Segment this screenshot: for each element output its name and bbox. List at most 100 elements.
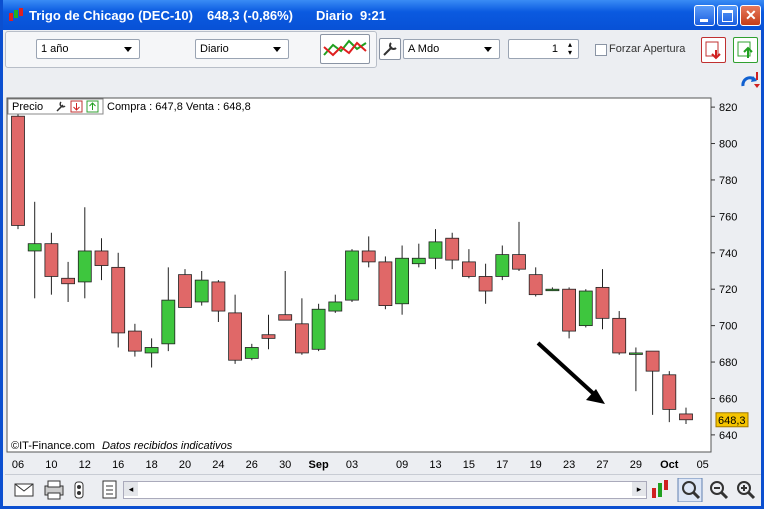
window-quote: 648,3 (-0,86%) [207,8,293,23]
x-tick-label: 24 [212,459,224,471]
x-tick-label: 12 [79,459,91,471]
panel-name: Precio [12,101,43,113]
candle-body [395,257,410,305]
candle-body [512,254,526,270]
x-tick-label: 30 [279,459,291,471]
y-tick-label: 800 [719,139,737,151]
settings-button[interactable] [379,38,401,60]
candle-body [311,308,326,350]
x-tick-label: 18 [145,459,157,471]
candle-body [294,323,309,354]
candle-body [44,243,59,277]
candle-body [211,281,226,312]
x-tick-label: 05 [697,459,709,471]
candle-body [378,261,393,306]
y-tick-label: 660 [719,393,737,405]
force-open-checkbox[interactable] [595,44,607,56]
candle-body [94,250,109,266]
import-button[interactable] [733,37,758,63]
indicator-button[interactable] [320,34,370,64]
y-tick-label: 780 [719,175,737,187]
x-tick-label: 19 [530,459,542,471]
x-tick-label: 23 [563,459,575,471]
y-tick-label: 640 [719,430,737,442]
x-tick-label: 17 [496,459,508,471]
window-title: Trigo de Chicago (DEC-10) [29,8,193,23]
y-tick-label: 680 [719,357,737,369]
x-tick-label: 09 [396,459,408,471]
panel-tools[interactable] [56,100,99,113]
x-tick-label: 15 [463,459,475,471]
candle-body [461,261,476,277]
candle-body [528,274,543,296]
candle-body [495,254,510,277]
candle-body [128,330,142,352]
candle-body [578,290,593,327]
minimize-button[interactable] [694,5,715,26]
candle-body [328,301,343,312]
close-button[interactable]: ✕ [740,5,761,26]
range-value: 1 año [41,43,69,55]
x-tick-label: 26 [246,459,258,471]
y-tick-label: 820 [719,102,737,114]
candle-body [545,288,560,292]
candle-body [27,243,42,252]
bottom-tools[interactable] [13,479,123,501]
candle-body [228,312,243,361]
candle-body [629,352,643,355]
x-tick-label: 29 [630,459,642,471]
export-button[interactable] [701,37,726,63]
candle-body [445,237,460,261]
zoom-tools[interactable] [650,478,758,502]
candle-body [428,241,443,259]
x-tick-label: 20 [179,459,191,471]
candle-body [612,317,627,354]
candle-body [194,279,209,303]
x-tick-label: Oct [660,459,679,471]
candle-body [11,115,25,226]
x-tick-label: Sep [309,459,329,471]
candle-body [679,413,693,421]
range-select[interactable]: 1 año [36,39,140,59]
mode-select[interactable]: A Mdo [403,39,500,59]
last-price-box [715,412,749,428]
price-chart: Precio Compra : 647,8 Venta : 648,8 ©IT-… [6,97,749,471]
candle-body [478,276,493,292]
x-tick-label: 27 [596,459,608,471]
force-open-label: Forzar Apertura [609,43,686,55]
candle-body [662,374,677,410]
last-price-label: 648,3 [718,415,746,427]
x-tick-label: 03 [346,459,358,471]
bottom-toolbar: ◂ ▸ [5,474,761,505]
candle-body [562,288,576,332]
candle-body [411,257,426,265]
bid-ask: Compra : 647,8 Venta : 648,8 [107,101,251,113]
app-icon [9,8,23,21]
refresh-icon[interactable] [740,70,762,94]
maximize-button[interactable] [717,5,738,26]
count-value: 1 [551,43,558,55]
candle-body [361,250,376,263]
x-tick-label: 16 [112,459,124,471]
x-tick-label: 10 [45,459,57,471]
window-time: 9:21 [360,8,387,23]
scrollbar[interactable]: ◂ ▸ [123,481,647,499]
candle-body [645,350,660,372]
mode-value: A Mdo [408,43,440,55]
trend-arrow [536,341,605,404]
candle-body [161,299,176,345]
candle-body [144,347,159,354]
x-tick-label: 06 [12,459,24,471]
y-tick-label: 700 [719,321,737,333]
y-tick-label: 760 [719,211,737,223]
count-spinner[interactable]: 1 ▴ ▾ [508,39,579,59]
candle-body [244,347,259,359]
candle-body [111,266,126,334]
interval-select[interactable]: Diario [195,39,289,59]
y-tick-label: 740 [719,248,737,260]
x-tick-label: 13 [429,459,441,471]
candle-body [178,274,192,308]
candle-body [261,334,276,339]
window-period: Diario [316,8,353,23]
